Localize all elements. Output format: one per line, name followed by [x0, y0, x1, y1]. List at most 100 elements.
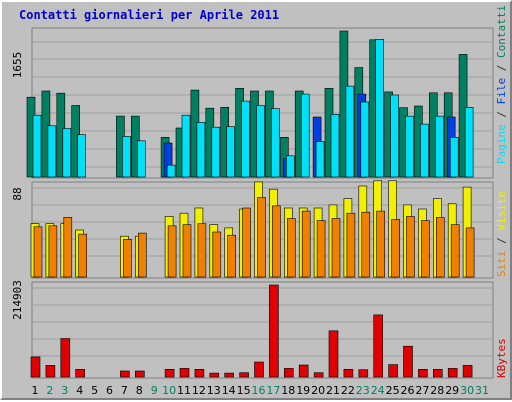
x-tick-day-4: 4	[76, 384, 83, 397]
kbytes-bar-day-15	[239, 372, 249, 378]
x-tick-day-10: 10	[162, 384, 176, 397]
kbytes-bar-day-26	[403, 345, 413, 378]
x-tick-day-22: 22	[341, 384, 355, 397]
pagine-bar-day-8	[137, 140, 146, 178]
x-tick-day-14: 14	[222, 384, 236, 397]
siti-bar-day-19	[301, 210, 311, 278]
kbytes-bar-day-25	[388, 364, 398, 378]
pagine-bar-day-4	[77, 134, 86, 178]
pagine-bar-day-2	[47, 125, 57, 178]
siti-bar-day-18	[286, 218, 296, 278]
x-tick-day-31: 31	[475, 384, 489, 397]
siti-bar-day-20	[316, 220, 326, 278]
siti-bar-day-30	[465, 227, 475, 278]
legend-middle: Siti / Visite	[495, 191, 508, 277]
pagine-bar-day-20	[315, 141, 325, 178]
pagine-bar-day-30	[464, 107, 474, 178]
legend-top-segment-4: Contatti	[495, 5, 508, 58]
siti-bar-day-4	[78, 233, 87, 278]
kbytes-bar-day-18	[283, 368, 294, 378]
siti-bar-day-24	[376, 210, 386, 278]
legend-middle-segment-1: /	[495, 231, 508, 251]
y-max-label-bottom: 214903	[11, 280, 24, 320]
pagine-bar-day-7	[122, 136, 131, 178]
pagine-bar-day-24	[375, 39, 385, 178]
x-tick-day-23: 23	[356, 384, 370, 397]
siti-bar-day-7	[123, 239, 132, 278]
kbytes-bar-day-21	[328, 330, 339, 378]
x-tick-day-2: 2	[46, 384, 53, 397]
pagine-bar-day-10	[166, 164, 176, 178]
chart-title: Contatti giornalieri per Aprile 2011	[19, 8, 280, 22]
siti-bar-day-10	[167, 225, 177, 278]
kbytes-bar-day-1	[30, 356, 41, 378]
kbytes-bar-day-19	[298, 364, 309, 378]
x-tick-day-25: 25	[386, 384, 400, 397]
kbytes-bar-day-14	[224, 372, 234, 378]
x-tick-day-16: 16	[252, 384, 266, 397]
x-tick-day-24: 24	[371, 384, 385, 397]
x-tick-labels: 1 2 3 4 5 6 7 8 9 10 11 12 13 14 15 16 17 18 19 20 21 22 23 24 2…	[32, 384, 490, 397]
pagine-bar-day-17	[271, 108, 280, 178]
siti-bar-day-13	[212, 231, 222, 278]
kbytes-bar-day-17	[269, 284, 279, 378]
siti-bar-day-27	[421, 220, 430, 278]
x-tick-day-7: 7	[121, 384, 128, 397]
x-tick-day-19: 19	[296, 384, 310, 397]
siti-bar-day-11	[182, 224, 192, 278]
kbytes-bar-day-28	[432, 368, 443, 378]
pagine-bar-day-27	[420, 123, 429, 178]
x-tick-day-6: 6	[106, 384, 113, 397]
legend-top-segment-3: /	[495, 58, 508, 78]
kbytes-bar-day-11	[179, 368, 190, 378]
siti-bar-day-2	[48, 225, 58, 278]
legend-bottom: KBytes	[495, 338, 508, 378]
x-tick-day-20: 20	[311, 384, 325, 397]
siti-bar-day-25	[391, 219, 400, 278]
legend-top: Pagine / File / Contatti	[495, 5, 508, 164]
kbytes-bar-day-29	[447, 368, 458, 378]
x-tick-day-12: 12	[192, 384, 206, 397]
pagine-bar-day-3	[62, 128, 72, 178]
x-tick-day-11: 11	[177, 384, 191, 397]
pagine-bar-day-21	[330, 114, 340, 178]
legend-middle-segment-0: Siti	[495, 251, 508, 278]
kbytes-bar-day-27	[418, 368, 428, 378]
siti-bar-day-28	[435, 217, 445, 278]
kbytes-bar-day-23	[358, 369, 369, 378]
kbytes-bar-day-2	[45, 365, 56, 378]
kbytes-bar-day-22	[343, 368, 354, 378]
siti-bar-day-12	[197, 223, 207, 278]
pagine-bar-day-28	[434, 115, 444, 178]
pagine-bar-day-11	[181, 114, 191, 178]
kbytes-bar-day-24	[373, 314, 384, 378]
x-tick-day-13: 13	[207, 384, 221, 397]
x-tick-day-18: 18	[281, 384, 295, 397]
x-tick-day-3: 3	[61, 384, 68, 397]
x-tick-day-5: 5	[91, 384, 98, 397]
x-tick-day-30: 30	[460, 384, 474, 397]
x-tick-day-27: 27	[415, 384, 429, 397]
pagine-bar-day-13	[211, 126, 221, 178]
legend-top-segment-2: File	[495, 78, 508, 105]
kbytes-bar-day-16	[254, 361, 264, 378]
legend-bottom-segment-0: KBytes	[495, 338, 508, 378]
kbytes-bar-day-13	[209, 372, 220, 378]
legend-middle-segment-2: Visite	[495, 191, 508, 231]
x-tick-day-29: 29	[445, 384, 459, 397]
x-tick-day-15: 15	[237, 384, 251, 397]
kbytes-bar-day-20	[313, 372, 324, 378]
siti-bar-day-23	[361, 211, 371, 278]
kbytes-bar-day-8	[135, 370, 145, 378]
pagine-bar-day-16	[256, 105, 265, 178]
x-tick-day-21: 21	[326, 384, 340, 397]
siti-bar-day-3	[63, 217, 73, 278]
kbytes-bar-day-30	[462, 365, 473, 378]
siti-bar-day-8	[138, 232, 147, 278]
x-tick-day-28: 28	[430, 384, 444, 397]
kbytes-bar-day-12	[194, 368, 205, 378]
pagine-bar-day-12	[196, 122, 206, 178]
pagine-bar-day-25	[390, 94, 399, 178]
